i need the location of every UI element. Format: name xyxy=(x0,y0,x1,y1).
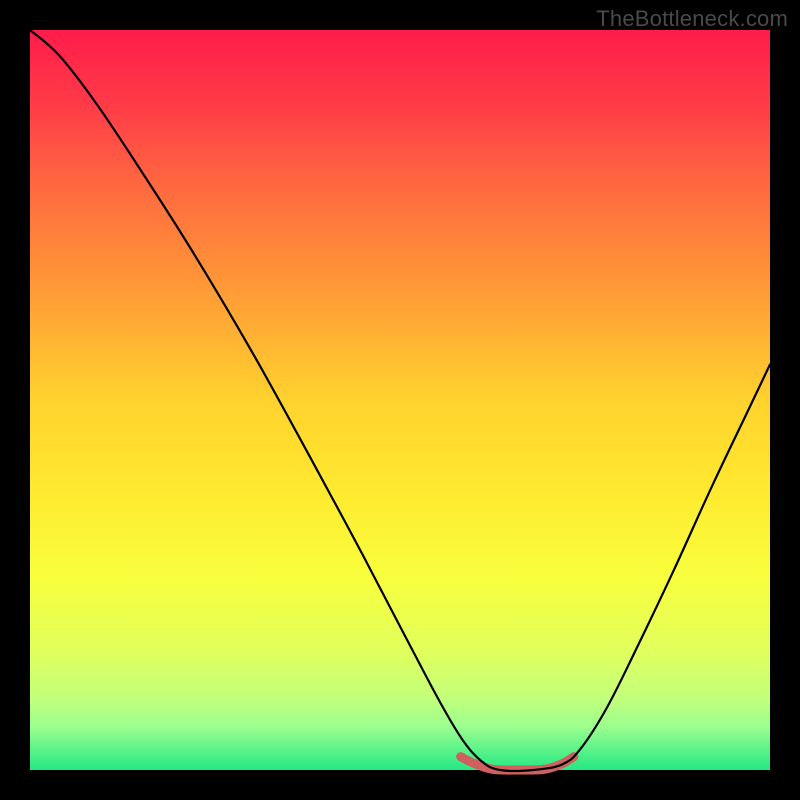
watermark-text: TheBottleneck.com xyxy=(596,6,788,32)
plot-background xyxy=(30,30,770,770)
chart-container: { "watermark": "TheBottleneck.com", "cha… xyxy=(0,0,800,800)
bottleneck-chart xyxy=(0,0,800,800)
